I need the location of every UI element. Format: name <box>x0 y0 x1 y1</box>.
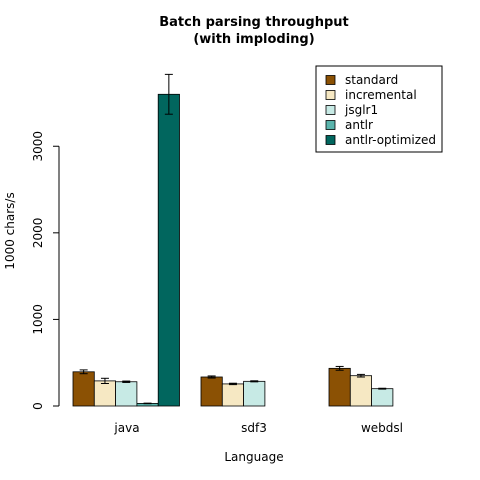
legend: standardincrementaljsglr1antlrantlr-opti… <box>315 65 443 153</box>
legend-swatch <box>325 75 336 85</box>
bar-incremental-java <box>93 380 117 407</box>
y-tick-label: 1000 <box>31 304 45 335</box>
x-tick-label-java: java <box>113 421 139 435</box>
error-bar-jsglr1-webdsl <box>378 387 387 390</box>
legend-item-standard: standard <box>325 73 398 87</box>
bar-jsglr1-webdsl <box>371 388 394 407</box>
bar-standard-webdsl <box>328 367 351 407</box>
bar-jsglr1-java <box>115 381 138 407</box>
y-axis-label: 1000 chars/s <box>3 192 17 269</box>
x-axis-label: Language <box>224 450 283 464</box>
chart-title-line-1: Batch parsing throughput <box>159 15 349 30</box>
bar-jsglr1-sdf3 <box>243 380 266 407</box>
legend-label: jsglr1 <box>344 103 378 117</box>
legend-label: incremental <box>345 88 417 102</box>
error-bar-antlr-optimized-java <box>164 73 173 115</box>
bar-antlr-optimized-java <box>157 93 180 407</box>
x-tick-label-sdf3: sdf3 <box>241 421 267 435</box>
legend-swatch <box>325 120 336 130</box>
y-axis: 0 1000 2000 3000 <box>31 131 60 410</box>
error-bar-standard-java <box>79 369 88 375</box>
y-tick-label: 3000 <box>31 131 45 162</box>
legend-item-antlr-optimized: antlr-optimized <box>325 133 436 147</box>
legend-label: antlr <box>345 118 373 132</box>
x-tick-label-webdsl: webdsl <box>361 421 403 435</box>
legend-item-antlr: antlr <box>325 118 373 132</box>
legend-item-jsglr1: jsglr1 <box>325 103 378 117</box>
bar-incremental-sdf3 <box>221 383 245 407</box>
legend-swatch <box>325 90 336 100</box>
bars <box>72 73 394 407</box>
error-bar-standard-webdsl <box>335 365 344 371</box>
error-bar-jsglr1-java <box>122 380 131 383</box>
legend-swatch <box>325 105 336 115</box>
error-bar-incremental-java <box>100 377 109 384</box>
legend-swatch <box>325 135 336 145</box>
legend-box <box>315 65 443 153</box>
chart-title: Batch parsing throughput (with imploding… <box>159 15 349 47</box>
legend-label: standard <box>345 73 398 87</box>
y-tick-label: 2000 <box>31 218 45 249</box>
legend-item-incremental: incremental <box>325 88 417 102</box>
bar-incremental-webdsl <box>349 375 372 407</box>
legend-label: antlr-optimized <box>345 133 436 147</box>
x-axis: java sdf3 webdsl <box>113 421 403 435</box>
error-bar-antlr-java <box>143 402 152 405</box>
bar-standard-sdf3 <box>200 376 223 407</box>
chart-title-line-2: (with imploding) <box>193 32 314 47</box>
error-bar-standard-sdf3 <box>207 375 216 379</box>
error-bar-incremental-sdf3 <box>228 382 237 386</box>
error-bar-incremental-webdsl <box>356 373 365 378</box>
y-tick-label: 0 <box>31 402 45 410</box>
bar-standard-java <box>72 371 95 407</box>
error-bar-jsglr1-sdf3 <box>250 380 259 383</box>
